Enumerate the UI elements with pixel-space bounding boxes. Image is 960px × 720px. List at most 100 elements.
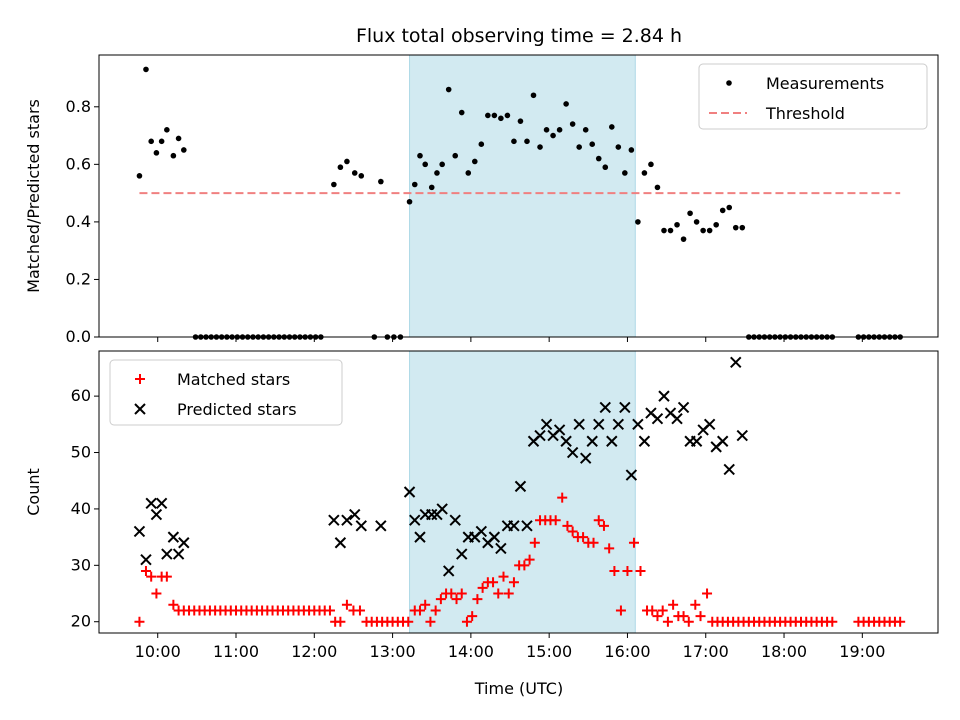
y-tick-label: 0.8 [66,97,91,116]
legend-label: Threshold [765,104,845,123]
x-tick-label: 19:00 [839,642,885,661]
chart-title: Flux total observing time = 2.84 h [356,25,682,47]
matched-stars-point [550,515,561,526]
predicted-stars-point [671,412,683,425]
matched-stars-point [524,554,535,565]
predicted-stars-point [612,418,625,431]
predicted-stars-point [514,480,527,493]
predicted-stars-point [736,429,748,442]
y-tick-label: 50 [71,443,91,462]
y-tick-label: 0.2 [66,269,91,288]
matched-stars-point [662,616,673,627]
predicted-stars-point [328,514,340,526]
measurement-point [543,127,550,133]
measurement-point [378,178,384,185]
matched-stars-point [324,605,335,616]
measurement-point [622,170,628,176]
matched-stars-point [140,565,151,576]
matched-stars-point [451,594,462,605]
panel-ratio: 0.0 0.2 0.4 0.6 0.8 Matched/Predicted stars Me… [24,54,939,346]
measurement-point [667,227,674,234]
y-tick-label: 60 [71,386,91,405]
measurement-point [164,127,170,133]
measurement-point [485,112,491,119]
predicted-stars-point [436,503,448,515]
measurement-point [693,219,700,225]
axes-frame [98,350,939,634]
series-predicted-stars [133,356,748,577]
matched-stars-point [488,577,499,588]
matched-stars-point [529,537,540,548]
predicted-stars-point [508,520,520,532]
measurement-point [641,170,648,176]
predicted-stars-point [155,497,168,509]
measurement-point [337,164,344,171]
axes-frame [98,54,939,338]
predicted-stars-point [677,401,690,414]
matched-stars-point [702,588,713,599]
matched-stars-point [519,560,530,571]
measurement-point [158,138,165,145]
predicted-stars-point [573,418,585,431]
matched-stars-point [435,594,446,605]
measurement-point [136,173,143,179]
predicted-stars-point [540,418,553,431]
predicted-stars-point [586,435,598,447]
x-axis-label: Time (UTC) [474,679,563,698]
matched-stars-point [503,588,514,599]
legend: Measurements Threshold [698,63,928,130]
matched-stars-point [593,515,604,526]
measurement-point [726,204,733,211]
predicted-stars-point [495,542,507,555]
series-matched-stars [134,492,906,627]
predicted-stars-point [690,435,703,447]
predicted-stars-point [355,520,367,532]
predicted-stars-point [651,412,664,425]
x-tick-label: 17:00 [683,642,729,661]
predicted-stars-point [341,514,353,526]
matched-stars-point [647,605,658,616]
predicted-stars-point [178,537,190,549]
measurement-point [739,224,746,231]
measurement-point [344,158,350,165]
x-tick-label: 12:00 [291,642,337,661]
predicted-stars-point [560,435,572,447]
predicted-stars-point [375,520,387,532]
legend-marker-dot [726,80,732,86]
measurement-point [556,127,563,133]
measurement-point [537,144,543,150]
measurement-point [491,112,498,119]
measurement-point [530,92,537,99]
x-tick-label: 10:00 [135,642,181,661]
measurement-point [406,198,413,205]
matched-stars-point [652,611,663,622]
predicted-stars-point [475,525,488,538]
panel-count: 20 30 40 50 60 10:00 11:00 12:00 13:00 14:00 15:00… [24,350,939,661]
matched-stars-point [562,520,573,531]
matched-stars-point [895,616,906,627]
matched-stars-point [628,537,639,548]
measurement-point [471,158,478,165]
measurement-point [687,210,693,217]
matched-stars-point [151,588,162,599]
legend: Matched stars Predicted stars [109,359,343,426]
measurement-point [452,152,459,159]
matched-stars-point [335,616,346,627]
y-tick-label: 0.0 [66,327,91,346]
y-tick-label: 30 [71,555,91,574]
measurement-point [517,118,524,124]
observing-window-band [409,55,636,337]
y-tick-label: 0.4 [66,212,91,231]
legend-label: Measurements [766,74,884,93]
matched-stars-point [622,565,633,576]
matched-stars-point [678,611,689,622]
panels: 0.0 0.2 0.4 0.6 0.8 Matched/Predicted stars Me… [24,54,939,661]
measurement-point [719,207,726,214]
measurement-point [428,184,435,191]
measurement-point [458,109,465,116]
matched-stars-point [598,520,609,531]
measurement-point [445,86,452,93]
matched-stars-point [420,599,431,610]
matched-stars-point [498,571,509,582]
